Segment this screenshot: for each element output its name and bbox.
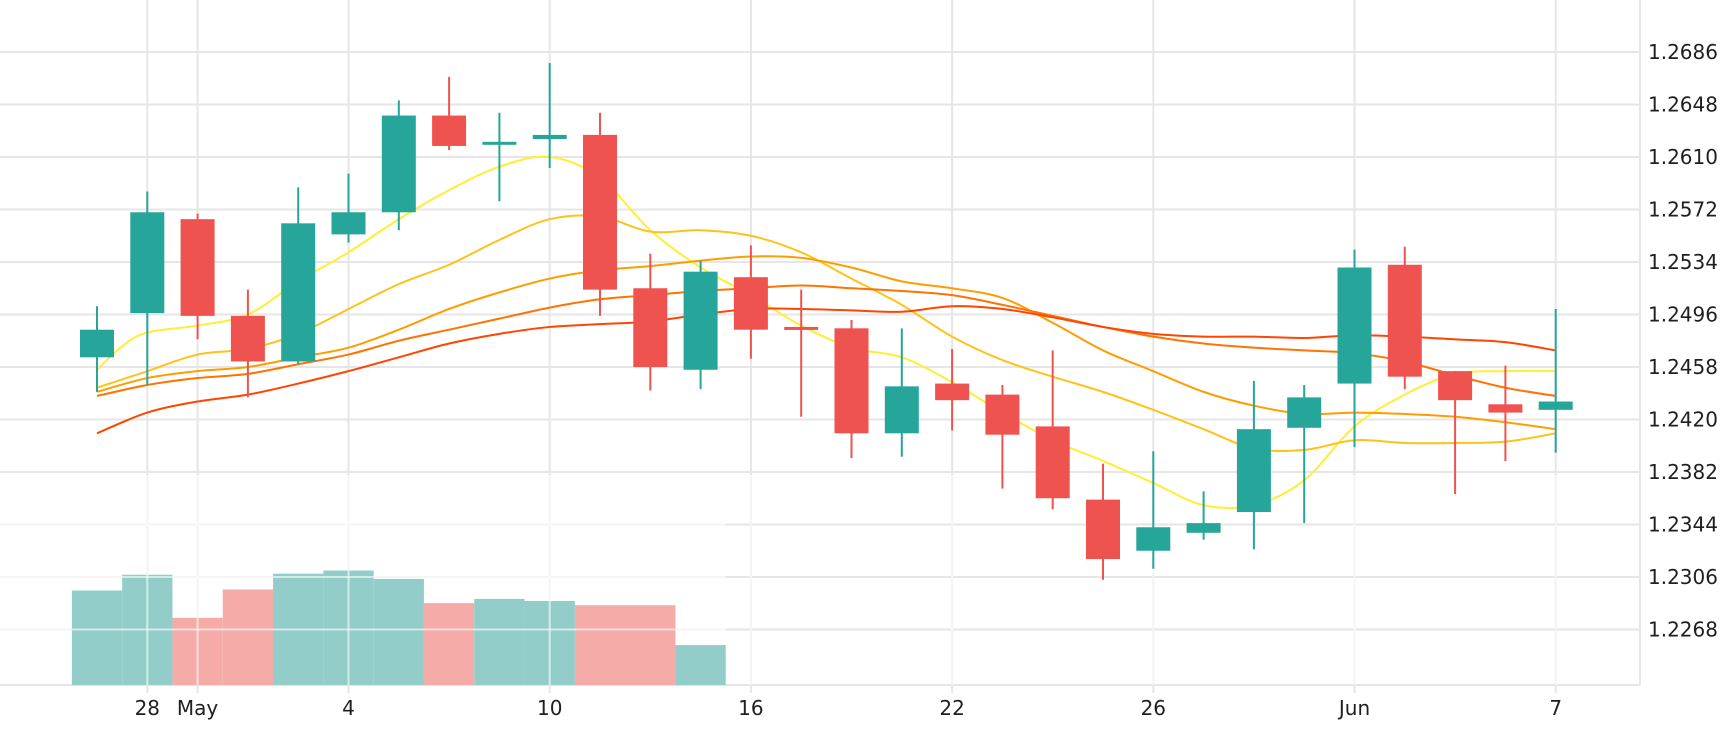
x-tick-label: 10 xyxy=(537,696,562,720)
x-tick-label: Jun xyxy=(1337,696,1370,720)
y-tick-label: 1.2534 xyxy=(1648,250,1718,274)
candle-body xyxy=(1086,499,1120,560)
volume-bar xyxy=(474,598,525,685)
x-axis: 28 May 4 10 16 22 26 Jun 7 xyxy=(135,685,1562,720)
candle xyxy=(130,191,165,385)
y-tick-label: 1.2648 xyxy=(1648,93,1718,117)
candle xyxy=(1337,249,1372,448)
candle-body xyxy=(583,134,617,290)
candle-body xyxy=(1136,527,1171,551)
candle xyxy=(1488,365,1523,461)
candle xyxy=(834,320,869,459)
x-tick-label: May xyxy=(177,696,219,720)
candle xyxy=(230,289,265,398)
candle xyxy=(1387,246,1422,390)
candle xyxy=(1538,308,1573,453)
candle-body xyxy=(532,134,567,140)
candle-body xyxy=(935,383,970,401)
candle xyxy=(532,63,567,169)
candle-body xyxy=(331,212,366,235)
x-tick-label: 4 xyxy=(342,696,355,720)
y-tick-label: 1.2382 xyxy=(1648,460,1718,484)
candle xyxy=(1136,451,1171,569)
volume-bar xyxy=(222,589,274,685)
candle xyxy=(331,173,366,243)
moving-average-line xyxy=(96,284,1556,397)
volume-bar xyxy=(373,578,424,685)
y-tick-label: 1.2686 xyxy=(1648,40,1718,64)
candle-body xyxy=(281,223,316,362)
candle xyxy=(583,112,617,316)
candle-body xyxy=(482,141,517,145)
y-tick-label: 1.2572 xyxy=(1648,198,1718,222)
candle-body xyxy=(1035,426,1070,499)
candle xyxy=(985,384,1020,489)
candle-body xyxy=(1337,267,1372,384)
candle xyxy=(1186,491,1221,540)
volume-bars xyxy=(0,475,1557,685)
candle xyxy=(633,253,668,391)
candle-body xyxy=(1387,264,1422,377)
moving-average-line xyxy=(96,214,1556,453)
candle-body xyxy=(80,329,114,358)
volume-bar xyxy=(71,590,123,685)
x-tick-label: 26 xyxy=(1141,696,1166,720)
volume-bar xyxy=(675,645,726,685)
candle xyxy=(784,289,819,417)
x-tick-label: 16 xyxy=(738,696,763,720)
moving-average-line xyxy=(96,255,1556,431)
candle xyxy=(482,112,517,202)
candle-body xyxy=(683,271,718,370)
candle-body xyxy=(884,386,919,434)
candle xyxy=(381,100,416,231)
y-tick-label: 1.2458 xyxy=(1648,355,1718,379)
candle-body xyxy=(633,288,668,367)
candle-body xyxy=(130,212,165,314)
candle-body xyxy=(733,277,768,330)
candle xyxy=(432,76,467,151)
candle-body xyxy=(1438,371,1473,401)
candle-body xyxy=(230,315,265,362)
volume-bar xyxy=(423,603,475,685)
candle xyxy=(281,187,316,365)
candle xyxy=(80,306,114,392)
x-tick-label: 28 xyxy=(135,696,160,720)
x-tick-label: 7 xyxy=(1549,696,1562,720)
y-tick-label: 1.2306 xyxy=(1648,565,1718,589)
candle xyxy=(1438,371,1473,495)
candle-body xyxy=(180,219,215,316)
candle xyxy=(1236,380,1271,550)
candle xyxy=(733,245,768,359)
candlesticks xyxy=(80,63,1573,580)
y-tick-label: 1.2610 xyxy=(1648,145,1718,169)
candle-body xyxy=(784,326,819,330)
y-tick-label: 1.2420 xyxy=(1648,408,1718,432)
y-tick-label: 1.2344 xyxy=(1648,513,1718,537)
candle xyxy=(935,349,970,431)
candle-body xyxy=(1488,404,1523,413)
candle-body xyxy=(1287,397,1322,428)
candle-body xyxy=(381,115,416,213)
candle-body xyxy=(1236,429,1271,513)
y-tick-label: 1.2496 xyxy=(1648,303,1718,327)
candle-body xyxy=(985,394,1020,435)
candle-body xyxy=(432,115,467,146)
candle xyxy=(1035,350,1070,510)
candle-body xyxy=(1538,401,1573,410)
candle xyxy=(1086,463,1120,580)
candle xyxy=(1287,384,1322,524)
y-tick-label: 1.2268 xyxy=(1648,618,1718,642)
moving-average-line xyxy=(96,305,1556,435)
candle xyxy=(683,260,718,390)
candle xyxy=(180,213,215,340)
candle xyxy=(884,328,919,457)
candle-body xyxy=(834,328,869,434)
y-axis: 1.2686 1.2648 1.2610 1.2572 1.2534 1.2496 1.24… xyxy=(1648,40,1718,642)
candle-body xyxy=(1186,523,1221,533)
volume-bar xyxy=(574,605,676,685)
x-tick-label: 22 xyxy=(939,696,964,720)
